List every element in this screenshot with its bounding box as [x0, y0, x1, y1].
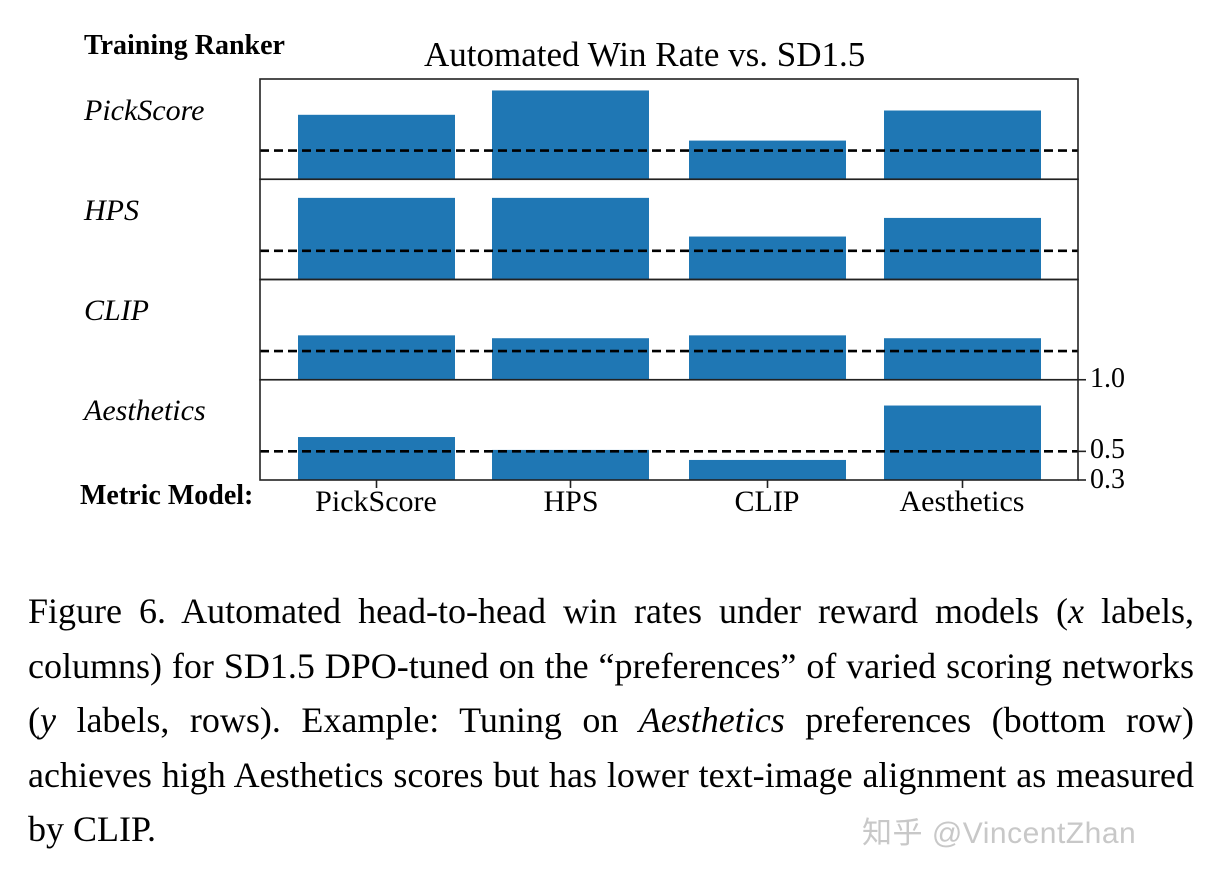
caption-text: (	[1056, 591, 1068, 631]
x-tick-label-hps: HPS	[543, 485, 599, 518]
bar-aesthetics-pickscore	[298, 437, 455, 480]
caption-label: Figure 6.	[28, 591, 167, 631]
caption-var-y: y	[40, 700, 56, 740]
bar-clip-aesthetics	[884, 338, 1041, 380]
caption-emphasis-aesthetics: Aesthetics	[638, 700, 785, 740]
metric-model-heading: Metric Model:	[80, 480, 254, 511]
caption-line-4a: on	[582, 700, 639, 740]
bar-clip-clip	[689, 335, 846, 380]
figure-caption: Figure 6. Automated head-to-head win rat…	[28, 584, 1194, 857]
row-label-aesthetics: Aesthetics	[84, 394, 206, 427]
watermark: 知乎 @VincentZhan	[862, 817, 1137, 850]
bar-chart-grid	[259, 78, 1086, 488]
caption-line-1: Automated head-to-head win rates under r…	[181, 591, 1039, 631]
bar-clip-pickscore	[298, 335, 455, 380]
bar-clip-hps	[492, 338, 649, 380]
caption-line-2: labels, columns) for SD1.5 DPO-tuned on …	[28, 591, 1194, 686]
y-tick-label-0-5: 0.5	[1090, 434, 1125, 465]
caption-line-5: scores but has lower text-image alignmen…	[28, 754, 1195, 850]
y-tick-label-1-0: 1.0	[1090, 363, 1125, 394]
bar-aesthetics-hps	[492, 449, 649, 480]
bar-pickscore-hps	[492, 90, 649, 180]
training-ranker-heading: Training Ranker	[84, 30, 285, 61]
panel-frame	[259, 378, 1079, 481]
bar-hps-pickscore	[298, 197, 455, 280]
x-tick-label-pickscore: PickScore	[315, 485, 437, 518]
bar-hps-hps	[492, 197, 649, 280]
x-tick-label-clip: CLIP	[734, 485, 800, 518]
row-label-hps: HPS	[84, 194, 139, 227]
caption-var-x: x	[1068, 591, 1084, 631]
x-tick-label-aesthetics: Aesthetics	[899, 485, 1025, 518]
bar-aesthetics-aesthetics	[884, 405, 1041, 480]
caption-line-3b: labels, rows). Example: Tuning	[55, 700, 562, 740]
caption-line-4b: preferences (bottom row) achieves high A…	[28, 700, 1195, 795]
bar-aesthetics-clip	[689, 459, 846, 480]
row-label-clip: CLIP	[84, 294, 150, 327]
bar-pickscore-clip	[689, 140, 846, 180]
y-tick-label-0-3: 0.3	[1090, 464, 1125, 495]
bar-pickscore-pickscore	[298, 114, 455, 180]
bar-hps-aesthetics	[884, 217, 1041, 280]
chart-title: Automated Win Rate vs. SD1.5	[424, 35, 866, 74]
caption-line-3a: of varied scoring networks (	[28, 645, 1195, 741]
bar-hps-clip	[689, 236, 846, 280]
bar-pickscore-aesthetics	[884, 110, 1041, 180]
row-label-pickscore: PickScore	[84, 94, 205, 127]
